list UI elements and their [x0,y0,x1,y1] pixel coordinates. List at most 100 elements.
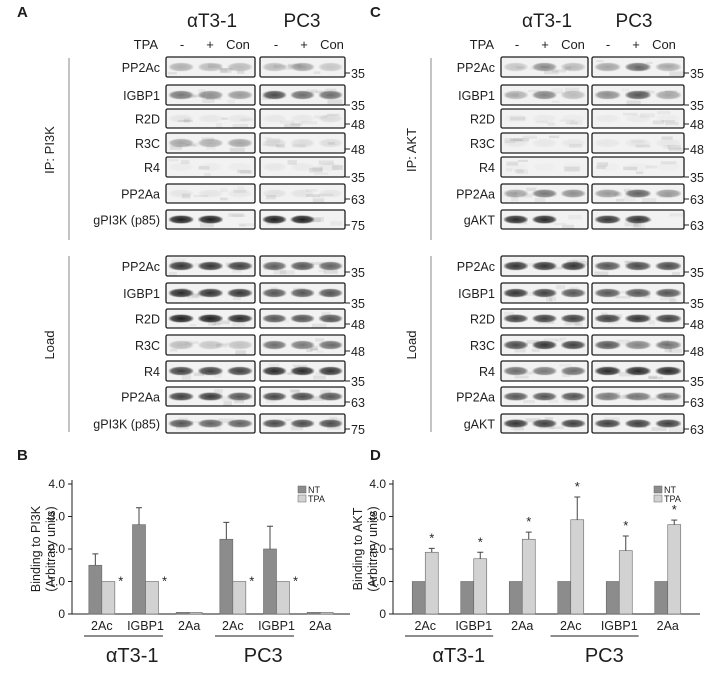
blot-texture [564,322,580,326]
blot-texture [292,364,308,367]
ip-band [504,114,528,122]
significance-star: * [429,530,434,545]
bar-tpa-2aa [319,612,334,615]
load-band [168,392,194,401]
blot-texture [178,417,189,420]
load-band [262,314,287,323]
blot-texture [635,171,644,175]
load-band [561,314,586,323]
blot-texture [213,389,223,394]
blot-texture [312,166,323,172]
blot-texture [544,417,553,421]
load-row-label: IGBP1 [458,287,495,301]
bar-tpa-2ac [232,581,247,615]
blot-texture [548,399,559,404]
blot-texture [642,198,657,203]
ip-band [168,62,194,72]
blot-texture [569,286,579,289]
ip-band [625,62,651,72]
y-axis-title: Binding to PI3K [29,505,43,592]
ip-band [625,163,651,172]
y-tick-label: 4.0 [48,477,65,491]
blot-texture [328,416,338,420]
blot-texture [518,159,528,162]
blot-texture [232,296,241,301]
mw-marker-label: 48 [351,345,365,359]
ip-band [503,90,528,100]
blot-texture [551,100,560,103]
load-band [262,366,287,376]
load-band [532,314,557,323]
ip-band [262,62,287,72]
blot-texture [669,298,677,303]
blot-texture [525,418,541,423]
load-band [655,340,682,350]
blot-texture [648,375,658,379]
blot-texture [309,396,324,401]
ip-band [503,62,528,72]
ip-band [655,90,682,100]
load-side-label: Load [42,331,57,360]
ip-band [169,163,194,172]
lane-label: Con [652,37,676,52]
blot-texture [514,375,529,379]
ip-band [168,189,194,198]
y-tick-label: 4.0 [369,477,386,491]
load-band [198,392,223,401]
y-tick-label: 1.0 [369,575,386,589]
blot-texture [214,320,230,325]
bar-tpa-2aa [521,538,536,615]
load-band [532,288,557,298]
blot-texture [211,323,221,326]
blot-texture [511,426,524,430]
legend-label: NT [308,485,320,495]
bar-nt-2aa [654,581,669,615]
load-band [625,366,651,376]
blot-texture [544,70,559,75]
ip-band [227,62,253,72]
x-tick-label: IGBP1 [127,619,164,633]
load-band [290,419,315,428]
load-band [503,314,528,323]
load-band [318,261,343,271]
blot-texture [223,401,232,407]
load-band [290,366,315,376]
blot-texture [219,67,234,71]
ip-band [290,138,315,148]
load-band [227,419,253,428]
blot-texture [238,223,255,227]
blot-texture [191,421,200,424]
bar-nt-igbp1 [605,581,620,615]
mw-marker-label: 35 [351,67,365,81]
blot-texture [660,297,675,301]
significance-star: * [249,574,254,589]
ip-row-label: PP2Aa [456,188,495,202]
load-band [198,366,223,376]
ip-band [655,163,681,172]
ip-band [290,90,315,100]
mw-marker-label: 48 [351,143,365,157]
treatment-label: TPA [134,37,159,52]
blot-texture [596,165,606,170]
ip-band [561,62,586,72]
blot-texture [289,389,300,393]
load-band [227,392,253,401]
load-row-label: gAKT [464,418,496,432]
ip-band [198,90,223,100]
load-band [594,392,621,401]
ip-band [655,189,682,198]
ip-band [625,215,651,224]
bar-nt-2ac [557,581,572,615]
bar-tpa-2aa [667,524,682,615]
blot-texture [312,323,327,328]
load-band [532,366,557,376]
ip-row-label: R3C [470,137,495,151]
load-band [198,340,223,350]
blot-texture [523,262,538,267]
x-tick-label: IGBP1 [258,619,295,633]
load-band [625,419,651,428]
blot-texture [221,117,228,120]
ip-band [290,189,315,198]
load-band [503,261,528,271]
ip-band [262,162,287,172]
